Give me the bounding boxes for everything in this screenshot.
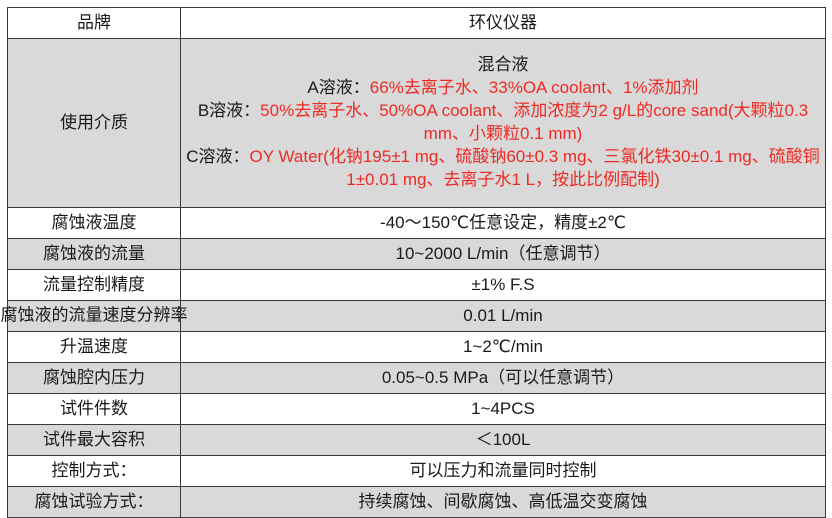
- spec-label-6: 试件件数: [60, 398, 128, 418]
- table-row: 流量控制精度 ±1% F.S: [7, 269, 826, 301]
- spec-value-cell-7: ＜100L: [180, 424, 826, 456]
- media-line-c-prefix: C溶液：: [186, 146, 250, 166]
- spec-label-cell-8: 控制方式：: [7, 455, 181, 487]
- spec-label-7: 试件最大容积: [43, 429, 145, 449]
- spec-label-8: 控制方式：: [51, 460, 137, 480]
- specification-table: 品牌 环仪仪器 使用介质 混合液 A溶液：66%去离子水、33%OA coola…: [1, 7, 826, 518]
- spec-value-cell-2: ±1% F.S: [180, 269, 826, 301]
- spec-value-2: ±1% F.S: [471, 274, 535, 294]
- spec-label-3: 腐蚀液的流量速度分辨率: [0, 305, 188, 325]
- spec-value-cell-4: 1~2℃/min: [180, 331, 826, 363]
- spec-label-cell-5: 腐蚀腔内压力: [7, 362, 181, 394]
- spec-value-cell-5: 0.05~0.5 MPa（可以任意调节）: [180, 362, 826, 394]
- spec-label-cell-7: 试件最大容积: [7, 424, 181, 456]
- spec-value-6: 1~4PCS: [471, 398, 535, 418]
- spec-value-3: 0.01 L/min: [463, 305, 543, 325]
- media-line-c-detail: OY Water(化钠195±1 mg、硫酸钠60±0.3 mg、三氯化铁30±…: [249, 146, 820, 189]
- table-row: 试件件数 1~4PCS: [7, 393, 826, 425]
- spec-value-cell-0: -40～150℃任意设定，精度±2℃: [180, 207, 826, 239]
- spec-value-9: 持续腐蚀、间歇腐蚀、高低温交变腐蚀: [358, 491, 648, 511]
- media-line-a-prefix: A溶液：: [307, 78, 370, 98]
- spec-value-cell-6: 1~4PCS: [180, 393, 826, 425]
- spec-label-cell-6: 试件件数: [7, 393, 181, 425]
- spec-value-5: 0.05~0.5 MPa（可以任意调节）: [381, 367, 625, 387]
- media-line-b-prefix: B溶液：: [197, 101, 261, 121]
- specification-table-container: 品牌 环仪仪器 使用介质 混合液 A溶液：66%去离子水、33%OA coola…: [1, 7, 826, 518]
- media-line-b-detail: 50%去离子水、50%OA coolant、添加浓度为2 g/L的core sa…: [260, 101, 809, 143]
- spec-value-4: 1~2℃/min: [462, 336, 544, 356]
- spec-label-0: 腐蚀液温度: [51, 212, 137, 232]
- brand-label: 品牌: [77, 12, 111, 32]
- media-label: 使用介质: [60, 112, 128, 132]
- spec-label-4: 升温速度: [60, 336, 128, 356]
- table-body: 品牌 环仪仪器 使用介质 混合液 A溶液：66%去离子水、33%OA coola…: [1, 7, 826, 518]
- table-row: 控制方式： 可以压力和流量同时控制: [7, 455, 826, 487]
- table-row: 腐蚀液的流量速度分辨率 0.01 L/min: [1, 300, 826, 332]
- spec-value-cell-9: 持续腐蚀、间歇腐蚀、高低温交变腐蚀: [180, 486, 826, 518]
- brand-value-cell: 环仪仪器: [180, 7, 826, 39]
- spec-label-1: 腐蚀液的流量: [43, 243, 145, 263]
- spec-label-cell-4: 升温速度: [7, 331, 181, 363]
- spec-value-1: 10~2000 L/min（任意调节）: [395, 243, 611, 263]
- table-row: 升温速度 1~2℃/min: [7, 331, 826, 363]
- spec-value-cell-3: 0.01 L/min: [180, 300, 826, 332]
- media-value-cell: 混合液 A溶液：66%去离子水、33%OA coolant、1%添加剂 B溶液：…: [180, 38, 826, 208]
- spec-value-cell-8: 可以压力和流量同时控制: [180, 455, 826, 487]
- spec-label-cell-0: 腐蚀液温度: [7, 207, 181, 239]
- media-line-a: A溶液：66%去离子水、33%OA coolant、1%添加剂: [181, 77, 825, 100]
- table-row: 腐蚀腔内压力 0.05~0.5 MPa（可以任意调节）: [7, 362, 826, 394]
- media-title: 混合液: [477, 55, 529, 75]
- table-row-media: 使用介质 混合液 A溶液：66%去离子水、33%OA coolant、1%添加剂…: [7, 38, 826, 208]
- spec-label-cell-2: 流量控制精度: [7, 269, 181, 301]
- table-row: 腐蚀液温度 -40～150℃任意设定，精度±2℃: [7, 207, 826, 239]
- spec-label-cell-9: 腐蚀试验方式：: [7, 486, 181, 518]
- spec-label-9: 腐蚀试验方式：: [34, 491, 154, 511]
- media-label-cell: 使用介质: [7, 38, 181, 208]
- brand-value: 环仪仪器: [469, 12, 537, 32]
- spec-label-5: 腐蚀腔内压力: [43, 367, 145, 387]
- spec-label-cell-3: 腐蚀液的流量速度分辨率: [1, 300, 188, 332]
- media-line-a-detail: 66%去离子水、33%OA coolant、1%添加剂: [369, 78, 699, 98]
- spec-value-cell-1: 10~2000 L/min（任意调节）: [180, 238, 826, 270]
- table-row-brand: 品牌 环仪仪器: [7, 7, 826, 39]
- spec-label-2: 流量控制精度: [43, 274, 145, 294]
- table-row: 腐蚀试验方式： 持续腐蚀、间歇腐蚀、高低温交变腐蚀: [7, 486, 826, 518]
- media-line-c: C溶液：OY Water(化钠195±1 mg、硫酸钠60±0.3 mg、三氯化…: [181, 146, 825, 192]
- table-row: 腐蚀液的流量 10~2000 L/min（任意调节）: [7, 238, 826, 270]
- spec-value-7: ＜100L: [475, 429, 531, 449]
- spec-value-8: 可以压力和流量同时控制: [409, 460, 597, 480]
- media-line-b: B溶液：50%去离子水、50%OA coolant、添加浓度为2 g/L的cor…: [181, 100, 825, 146]
- spec-label-cell-1: 腐蚀液的流量: [7, 238, 181, 270]
- table-row: 试件最大容积 ＜100L: [7, 424, 826, 456]
- spec-value-0: -40～150℃任意设定，精度±2℃: [380, 212, 626, 232]
- brand-label-cell: 品牌: [7, 7, 181, 39]
